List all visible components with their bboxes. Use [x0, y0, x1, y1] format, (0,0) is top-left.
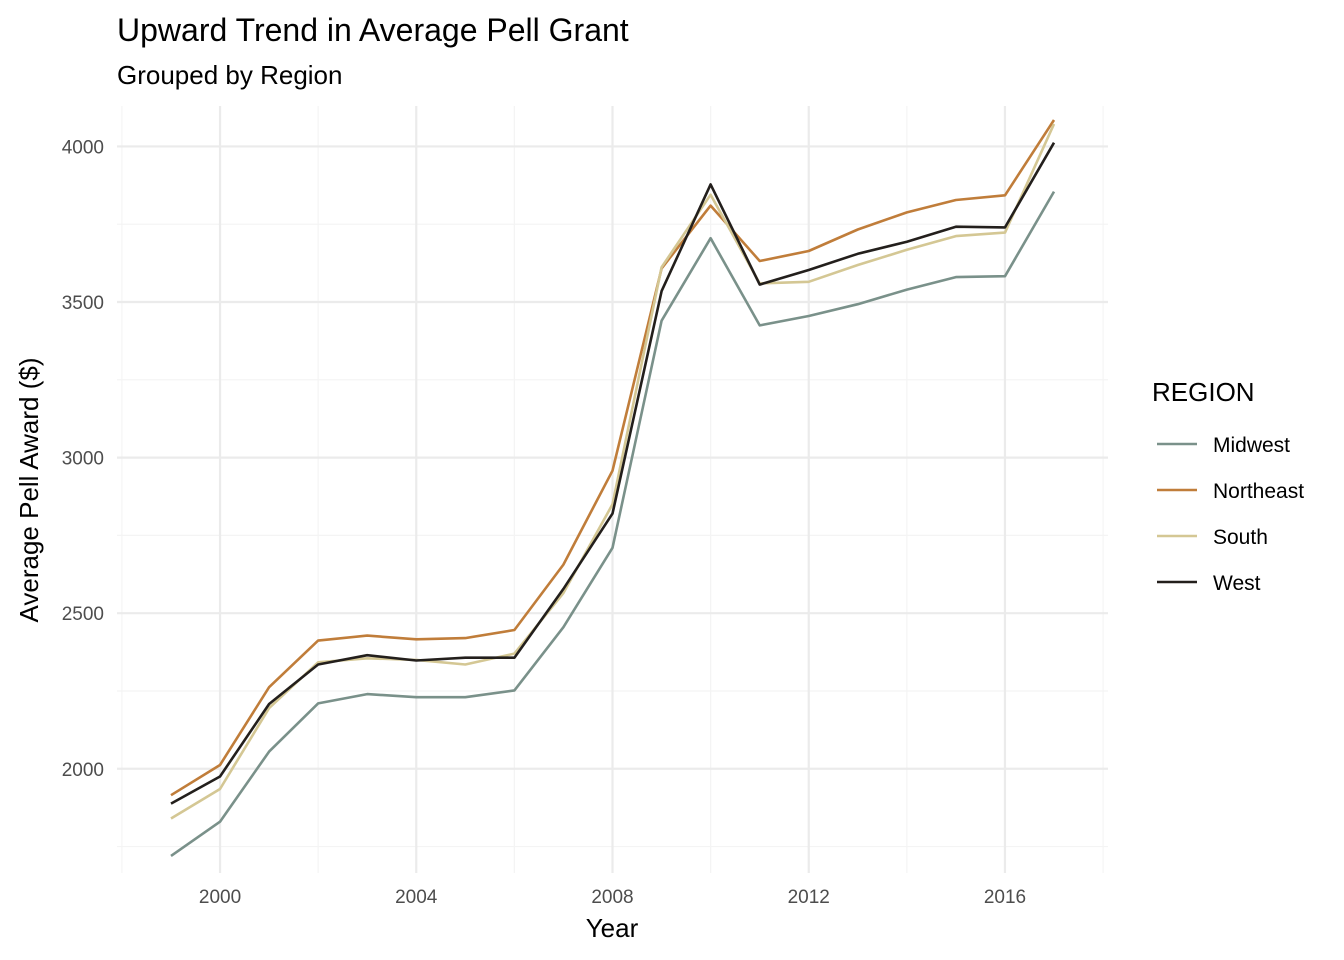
y-tick-label: 2500 [62, 604, 104, 625]
legend-label-midwest: Midwest [1213, 434, 1290, 457]
x-tick-label: 2016 [984, 887, 1026, 908]
y-tick-label: 3000 [62, 449, 104, 470]
series-line-south [170, 123, 1056, 820]
legend-title: REGION [1152, 377, 1255, 407]
legend-item-northeast: Northeast [1157, 480, 1304, 503]
legend-label-south: South [1213, 526, 1268, 549]
series-line-west [170, 142, 1056, 805]
y-axis-ticks: 2000 2500 3000 3500 4000 [62, 137, 104, 780]
y-tick-label: 3500 [62, 293, 104, 314]
x-tick-label: 2008 [591, 887, 633, 908]
x-axis-title: Year [586, 913, 639, 943]
x-tick-label: 2000 [199, 887, 241, 908]
legend-label-northeast: Northeast [1213, 480, 1304, 503]
grid [117, 106, 1108, 873]
legend-items: Midwest Northeast South West [1157, 434, 1304, 595]
legend-item-south: South [1157, 526, 1268, 549]
chart-subtitle: Grouped by Region [117, 60, 342, 90]
legend-item-west: West [1157, 572, 1261, 595]
y-tick-label: 2000 [62, 760, 104, 781]
series-lines [170, 119, 1056, 857]
x-axis-ticks: 2000 2004 2008 2012 2016 [199, 887, 1026, 908]
legend-item-midwest: Midwest [1157, 434, 1290, 457]
chart-title: Upward Trend in Average Pell Grant [117, 12, 629, 48]
legend: REGION Midwest Northeast South West [1152, 377, 1304, 595]
series-line-midwest [170, 190, 1056, 857]
series-line-northeast [170, 119, 1056, 797]
y-axis-title: Average Pell Award ($) [14, 358, 44, 623]
x-tick-label: 2004 [395, 887, 438, 908]
x-tick-label: 2012 [788, 887, 830, 908]
y-tick-label: 4000 [62, 137, 104, 158]
legend-label-west: West [1213, 572, 1261, 595]
